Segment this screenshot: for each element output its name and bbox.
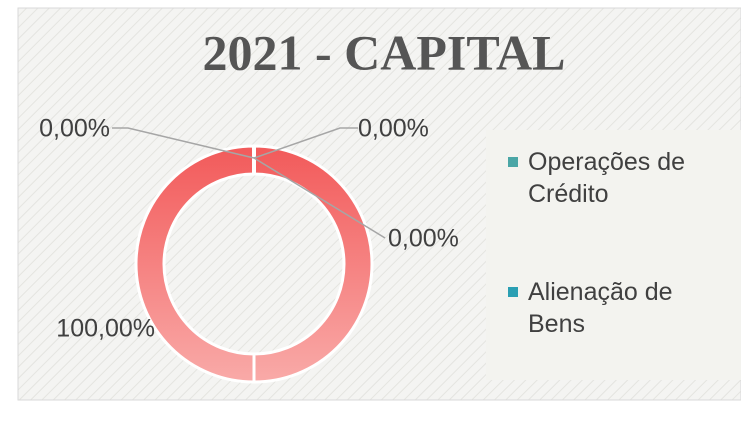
data-label: 0,00% [358,115,429,143]
legend-swatch [508,287,518,297]
data-label: 0,00% [39,115,110,143]
legend: Operações de Crédito Alienação de Bens [486,130,741,380]
leader-line [112,127,255,159]
legend-item: Alienação de Bens [508,276,718,340]
data-label: 0,00% [388,225,459,253]
donut-slice [134,144,374,384]
legend-item: Operações de Crédito [508,146,718,210]
leader-line [253,127,358,159]
legend-label: Operações de Crédito [528,148,686,208]
data-label: 100,00% [56,315,155,343]
legend-swatch [508,157,518,167]
leader-line [253,157,386,239]
chart-title: 2021 - CAPITAL [203,24,566,80]
legend-label: Alienação de Bens [528,278,673,338]
